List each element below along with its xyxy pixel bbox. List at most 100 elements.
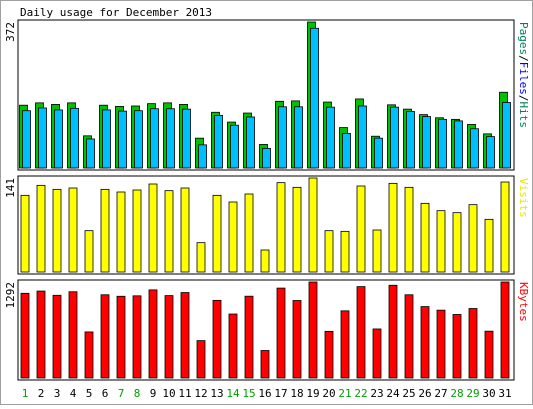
bar-kbytes-day-31 [500, 281, 510, 379]
bar-files-day-8 [134, 110, 143, 169]
series-visits [20, 177, 510, 273]
bar-files-day-24 [390, 106, 399, 169]
bar-kbytes-day-17 [276, 287, 286, 379]
bar-files-day-5 [86, 138, 95, 169]
x-tick-label-day-19: 19 [306, 387, 319, 400]
bar-visits-day-10 [164, 190, 174, 273]
bar-visits-day-7 [116, 191, 126, 273]
bar-visits-day-16 [260, 249, 270, 273]
bar-files-day-9 [150, 108, 159, 169]
x-tick-label-day-7: 7 [118, 387, 125, 400]
bar-visits-day-25 [404, 186, 414, 273]
legend-entry: / [517, 55, 530, 62]
x-tick-label-day-12: 12 [194, 387, 207, 400]
panel-pages-files-hits: 372 Pages/Files/Hits [4, 19, 530, 171]
bar-visits-day-21 [340, 230, 350, 273]
bar-kbytes-day-24 [388, 284, 398, 379]
bar-files-day-3 [54, 109, 63, 169]
bar-kbytes-day-26 [420, 306, 430, 379]
bar-kbytes-day-28 [452, 314, 462, 379]
x-tick-label-day-6: 6 [102, 387, 109, 400]
bar-files-day-16 [262, 147, 271, 169]
bar-visits-day-2 [36, 184, 46, 273]
x-tick-label-day-24: 24 [386, 387, 400, 400]
bar-visits-day-31 [500, 181, 510, 273]
bar-kbytes-day-21 [340, 310, 350, 379]
bar-visits-day-15 [244, 193, 254, 273]
bar-kbytes-day-12 [196, 340, 206, 379]
bar-visits-day-3 [52, 188, 62, 273]
bar-files-day-10 [166, 108, 175, 169]
bar-files-day-2 [38, 107, 47, 169]
bar-visits-day-6 [100, 188, 110, 273]
legend-entry: KBytes [517, 282, 530, 322]
bar-kbytes-day-7 [116, 295, 126, 379]
x-tick-label-day-28: 28 [450, 387, 463, 400]
bar-kbytes-day-8 [132, 295, 142, 379]
bar-files-day-28 [454, 120, 463, 169]
x-tick-label-day-5: 5 [86, 387, 93, 400]
bar-visits-day-12 [196, 242, 206, 273]
x-tick-label-day-29: 29 [466, 387, 479, 400]
bar-files-day-29 [470, 128, 479, 169]
legend-entry: / [517, 95, 530, 102]
y-max-label: 1292 [4, 282, 17, 309]
bar-visits-day-23 [372, 229, 382, 273]
x-tick-label-day-14: 14 [226, 387, 240, 400]
x-tick-label-day-26: 26 [418, 387, 431, 400]
bar-kbytes-day-4 [68, 291, 78, 379]
bar-kbytes-day-2 [36, 290, 46, 379]
legend-entry: Visits [517, 178, 530, 218]
bar-visits-day-27 [436, 210, 446, 273]
bar-visits-day-26 [420, 202, 430, 273]
bar-kbytes-day-13 [212, 299, 222, 379]
bar-visits-day-1 [20, 194, 30, 273]
panel-visits: 141 Visits [4, 175, 530, 275]
bar-files-day-13 [214, 115, 223, 169]
x-tick-label-day-1: 1 [22, 387, 29, 400]
bar-files-day-22 [358, 105, 367, 169]
bar-kbytes-day-14 [228, 313, 238, 379]
bar-visits-day-30 [484, 218, 494, 273]
bar-visits-day-22 [356, 185, 366, 273]
bar-files-day-18 [294, 106, 303, 169]
bar-files-day-30 [486, 136, 495, 169]
x-tick-label-day-17: 17 [274, 387, 287, 400]
bar-files-day-17 [278, 106, 287, 169]
chart-title: Daily usage for December 2013 [20, 6, 212, 19]
bar-visits-day-18 [292, 186, 302, 273]
bar-visits-day-29 [468, 204, 478, 273]
x-tick-label-day-16: 16 [258, 387, 271, 400]
x-tick-label-day-27: 27 [434, 387, 447, 400]
bar-files-day-12 [198, 144, 207, 169]
bar-files-day-6 [102, 109, 111, 169]
bar-files-day-20 [326, 106, 335, 169]
bar-files-day-14 [230, 124, 239, 169]
bar-kbytes-day-16 [260, 350, 270, 379]
x-tick-label-day-21: 21 [338, 387, 351, 400]
x-tick-label-day-10: 10 [162, 387, 175, 400]
bar-visits-day-4 [68, 187, 78, 273]
x-tick-label-day-2: 2 [38, 387, 45, 400]
bar-kbytes-day-25 [404, 294, 414, 379]
x-tick-label-day-20: 20 [322, 387, 335, 400]
bar-files-day-19 [310, 27, 319, 169]
bar-files-day-15 [246, 116, 255, 169]
bar-files-day-23 [374, 137, 383, 169]
legend-kbytes: KBytes [517, 282, 530, 322]
legend-pages-files-hits: Pages/Files/Hits [517, 22, 530, 128]
x-tick-label-day-22: 22 [354, 387, 367, 400]
bar-kbytes-day-29 [468, 308, 478, 379]
x-tick-label-day-15: 15 [242, 387, 255, 400]
bar-visits-day-11 [180, 187, 190, 273]
bar-kbytes-day-22 [356, 286, 366, 379]
bar-kbytes-day-9 [148, 289, 158, 379]
bar-files-day-1 [22, 110, 31, 169]
bar-files-day-7 [118, 110, 127, 169]
legend-entry: Pages [517, 22, 530, 55]
bar-kbytes-day-30 [484, 330, 494, 379]
x-tick-label-day-11: 11 [178, 387, 191, 400]
